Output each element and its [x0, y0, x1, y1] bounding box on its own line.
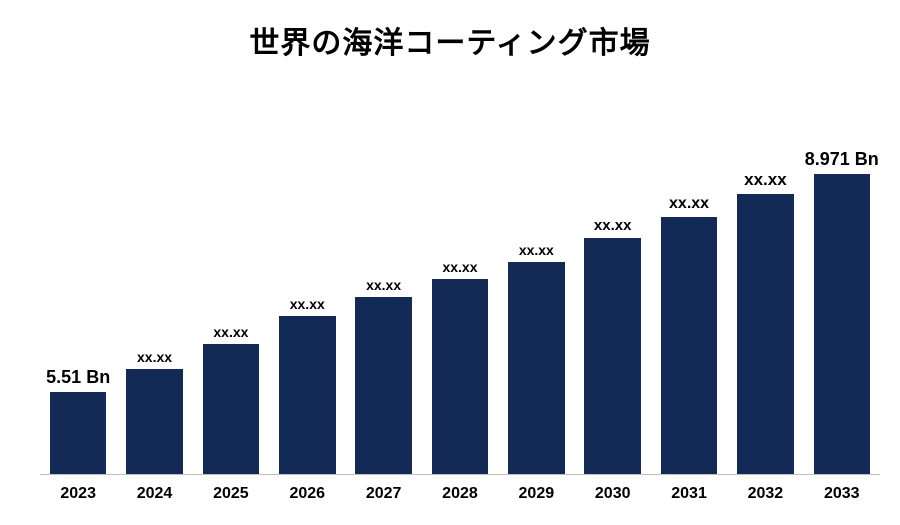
chart-title: 世界の海洋コーティング市場 — [0, 0, 900, 62]
x-axis-label: 2028 — [422, 485, 498, 503]
bar-slot: xx.xx — [727, 100, 803, 474]
bar — [126, 369, 183, 474]
x-axis-label: 2031 — [651, 485, 727, 503]
x-axis-label: 2023 — [40, 485, 116, 503]
bar — [279, 316, 336, 474]
bar — [814, 174, 871, 474]
bar-slot: xx.xx — [269, 100, 345, 474]
bar-slot: xx.xx — [575, 100, 651, 474]
bar-value-label: xx.xx — [137, 349, 172, 365]
bar-value-label: xx.xx — [519, 242, 554, 258]
bar-slot: xx.xx — [116, 100, 192, 474]
bar-value-label: 8.971 Bn — [805, 149, 879, 170]
x-axis-label: 2024 — [116, 485, 192, 503]
x-axis-label: 2026 — [269, 485, 345, 503]
x-axis-label: 2033 — [804, 485, 880, 503]
bar-value-label: xx.xx — [669, 195, 709, 213]
bar — [508, 262, 565, 474]
bar-slot: xx.xx — [193, 100, 269, 474]
bar-value-label: xx.xx — [366, 277, 401, 293]
x-axis-label: 2025 — [193, 485, 269, 503]
x-axis-label: 2029 — [498, 485, 574, 503]
bar-value-label: xx.xx — [744, 170, 787, 190]
bar-value-label: xx.xx — [442, 259, 477, 275]
bar-slot: xx.xx — [498, 100, 574, 474]
bar — [355, 297, 412, 474]
bar-slot: xx.xx — [422, 100, 498, 474]
bar-slot: 8.971 Bn — [804, 100, 880, 474]
bar-value-label: xx.xx — [290, 296, 325, 312]
x-axis-label: 2030 — [575, 485, 651, 503]
bar — [584, 238, 641, 474]
bars-row: 5.51 Bn xx.xx xx.xx xx.xx xx.xx xx.xx xx.xx xx.… — [40, 100, 880, 475]
bar — [50, 392, 107, 474]
bar-value-label: xx.xx — [213, 324, 248, 340]
x-axis-label: 2032 — [727, 485, 803, 503]
bar-value-label: 5.51 Bn — [46, 367, 110, 388]
bar — [737, 194, 794, 475]
bar-slot: xx.xx — [345, 100, 421, 474]
bar — [661, 217, 718, 474]
bar — [432, 279, 489, 474]
bar-slot: 5.51 Bn — [40, 100, 116, 474]
chart-area: 5.51 Bn xx.xx xx.xx xx.xx xx.xx xx.xx xx.xx xx.… — [40, 100, 880, 475]
x-axis-label: 2027 — [345, 485, 421, 503]
bar — [203, 344, 260, 475]
x-axis-labels: 2023202420252026202720282029203020312032… — [40, 485, 880, 503]
bar-slot: xx.xx — [651, 100, 727, 474]
bar-value-label: xx.xx — [594, 217, 632, 234]
